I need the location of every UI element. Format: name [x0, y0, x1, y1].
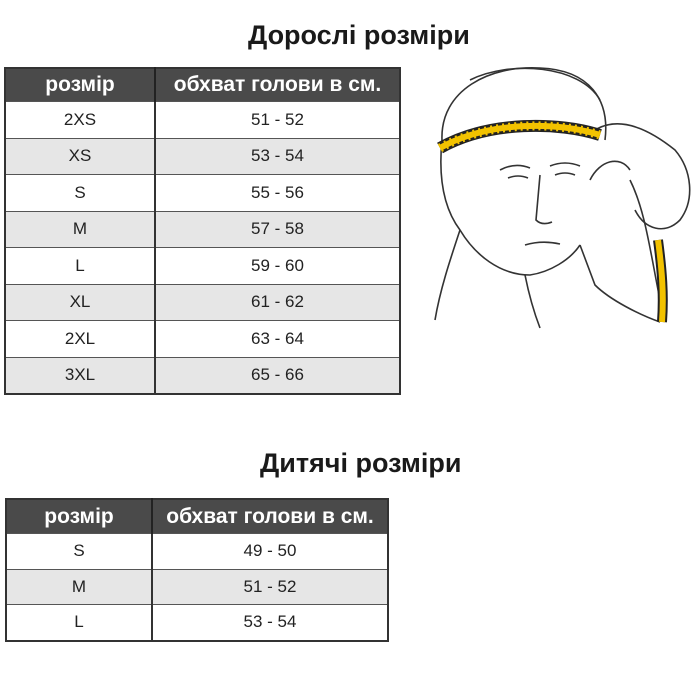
kids-sizes-title: Дитячі розміри [260, 448, 462, 478]
table-row: S 55 - 56 [5, 174, 400, 211]
size-cell: XS [5, 137, 156, 175]
size-cell: M [6, 568, 153, 605]
circumference-cell: 61 - 62 [155, 283, 400, 321]
circumference-cell: 53 - 54 [155, 137, 400, 175]
size-cell: L [5, 247, 156, 284]
table-row: XS 53 - 54 [5, 137, 400, 175]
circumference-cell: 51 - 52 [155, 101, 400, 138]
header-size: розмір [5, 68, 156, 102]
adult-size-table: розмір обхват голови в см. 2XS 51 - 52 XS 5… [4, 67, 401, 395]
table-row: M 57 - 58 [5, 210, 400, 248]
circumference-cell: 57 - 58 [155, 210, 400, 248]
table-row: M 51 - 52 [6, 568, 388, 605]
circumference-cell: 53 - 54 [152, 604, 388, 641]
table-row: 3XL 65 - 66 [5, 356, 400, 394]
size-cell: L [6, 604, 153, 641]
table-row: 2XL 63 - 64 [5, 320, 400, 357]
size-cell: 2XS [5, 101, 156, 138]
size-cell: M [5, 210, 156, 248]
circumference-cell: 49 - 50 [152, 533, 388, 569]
table-row: S 49 - 50 [6, 533, 388, 569]
table-row: XL 61 - 62 [5, 283, 400, 321]
adult-sizes-title: Дорослі розміри [248, 20, 470, 50]
header-size: розмір [6, 499, 153, 534]
size-cell: 2XL [5, 320, 156, 357]
head-measuring-tape-illustration [434, 67, 691, 329]
size-cell: XL [5, 283, 156, 321]
circumference-cell: 51 - 52 [152, 568, 388, 605]
header-head-circumference: обхват голови в см. [155, 68, 400, 102]
table-row: 2XS 51 - 52 [5, 101, 400, 138]
size-cell: 3XL [5, 356, 156, 394]
kids-size-table: розмір обхват голови в см. S 49 - 50 M 51 -… [5, 498, 389, 642]
circumference-cell: 63 - 64 [155, 320, 400, 357]
header-head-circumference: обхват голови в см. [152, 499, 388, 534]
size-cell: S [5, 174, 156, 211]
circumference-cell: 59 - 60 [155, 247, 400, 284]
size-cell: S [6, 533, 153, 569]
circumference-cell: 55 - 56 [155, 174, 400, 211]
circumference-cell: 65 - 66 [155, 356, 400, 394]
table-row: L 53 - 54 [6, 604, 388, 641]
table-header-row: розмір обхват голови в см. [5, 68, 400, 102]
table-row: L 59 - 60 [5, 247, 400, 284]
table-header-row: розмір обхват голови в см. [6, 499, 388, 534]
